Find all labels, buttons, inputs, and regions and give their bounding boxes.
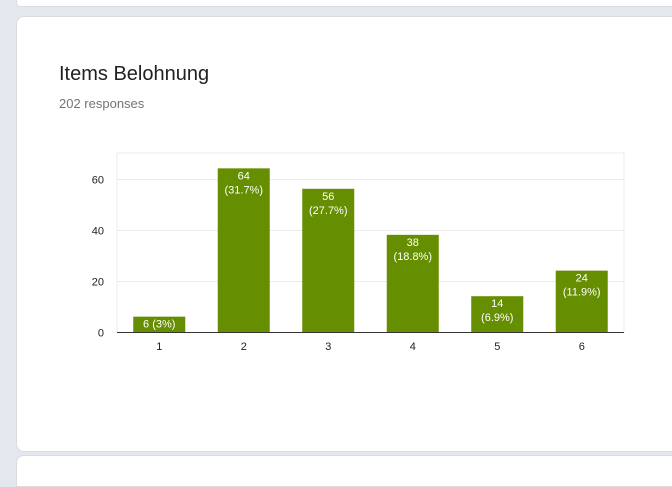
previous-card-edge — [16, 0, 672, 7]
y-tick-label: 0 — [98, 328, 104, 340]
bar — [217, 168, 270, 332]
bar-data-label: 14 (6.9%) — [481, 298, 513, 324]
bar-chart: 0 20 40 60 6 (3%) 1 64 (31.7%) 2 56 (27.7%) 3 38 (18.… — [92, 152, 625, 353]
x-tick-label: 2 — [241, 341, 247, 353]
bar — [386, 234, 439, 332]
bar-data-label: 56 (27.7%) — [309, 191, 348, 217]
bar-data-label: 64 (31.7%) — [224, 170, 263, 196]
x-tick-label: 6 — [579, 341, 585, 353]
bar — [133, 316, 186, 332]
x-tick-label: 4 — [410, 341, 416, 353]
x-tick-label: 5 — [494, 341, 500, 353]
bar-data-label: 6 (3%) — [143, 319, 175, 331]
bar — [302, 188, 355, 332]
y-tick-label: 60 — [92, 175, 104, 187]
y-tick-label: 40 — [92, 226, 104, 238]
x-tick-label: 1 — [156, 341, 162, 353]
response-count: 202 responses — [59, 96, 145, 111]
bar-data-label: 24 (11.9%) — [563, 273, 601, 299]
bar — [471, 296, 524, 332]
bar — [555, 270, 608, 332]
y-tick-label: 20 — [92, 277, 104, 289]
bar-data-label: 38 (18.8%) — [393, 237, 432, 263]
question-title: Items Belohnung — [59, 63, 210, 85]
x-tick-label: 3 — [325, 341, 331, 353]
